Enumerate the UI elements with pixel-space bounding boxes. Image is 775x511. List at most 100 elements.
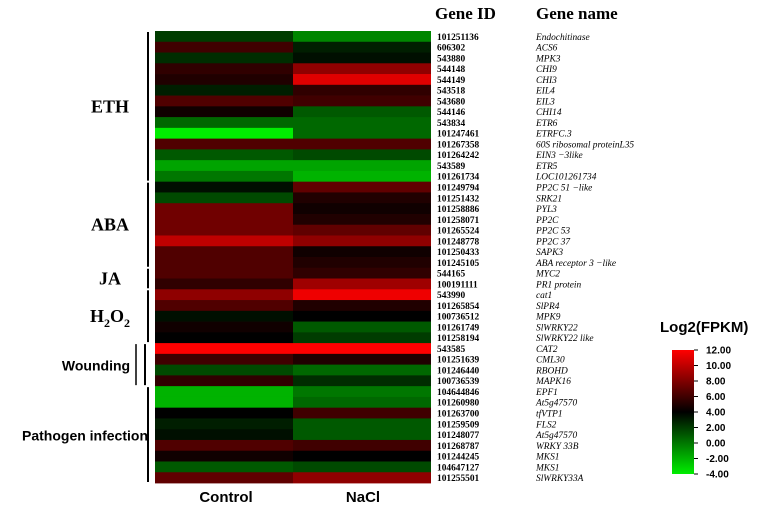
group-label: ETH <box>91 96 129 116</box>
gene-id-label: 543680 <box>437 97 465 107</box>
gene-name-label: EIN3 −3like <box>535 151 583 161</box>
heatmap-cell <box>155 439 293 452</box>
gene-id-label: 543518 <box>437 87 465 97</box>
heatmap-cell <box>293 289 431 301</box>
gene-name-label: PR1 protein <box>535 280 582 290</box>
gene-name-label: ACS6 <box>535 44 558 54</box>
column-label-nacl: NaCl <box>346 489 380 506</box>
gene-id-label: 543990 <box>437 291 465 301</box>
gene-name-label: 60S ribosomal proteinL35 <box>536 140 634 150</box>
heatmap-cell <box>293 213 431 226</box>
heatmap-cell <box>293 246 431 258</box>
heatmap-cell <box>293 192 431 204</box>
heatmap-cell <box>293 396 431 409</box>
legend-tick-label: 10.00 <box>706 361 731 372</box>
heatmap-cell <box>293 278 431 290</box>
gene-name-label: At5g47570 <box>535 399 577 409</box>
heatmap-cell <box>155 192 293 204</box>
heatmap-cell <box>293 160 431 172</box>
heatmap-cell <box>293 74 431 86</box>
gene-id-label: 101251639 <box>437 356 480 366</box>
gene-id-label: 543834 <box>437 119 465 129</box>
heatmap-cell <box>155 267 293 279</box>
legend-tick-label: 0.00 <box>706 439 726 450</box>
heatmap-cell <box>155 235 293 247</box>
heatmap-cell <box>293 310 431 322</box>
heatmap-cell <box>155 386 293 398</box>
gene-id-label: 101250433 <box>437 248 480 258</box>
heatmap-cell <box>155 84 293 96</box>
gene-id-label: 101248077 <box>437 431 480 441</box>
gene-name-label: PP2C <box>535 216 559 226</box>
heatmap-cell <box>293 203 431 215</box>
gene-id-label: 101247461 <box>437 130 480 140</box>
group-separator-lines <box>135 32 149 482</box>
heatmap-cell <box>293 257 431 269</box>
row-labels: 101251136 Endochitinase 606302 ACS6 543880 MP… <box>437 33 634 484</box>
gene-id-label: 101251136 <box>437 33 479 43</box>
legend-tick-label: -2.00 <box>706 454 729 465</box>
heatmap-cell <box>293 300 431 312</box>
gene-id-label: 543585 <box>437 345 465 355</box>
gene-id-label: 101265854 <box>437 302 480 312</box>
gene-id-label: 101263700 <box>437 409 480 419</box>
gene-id-label: 101261734 <box>437 173 480 183</box>
legend-title: Log2(FPKM) <box>660 319 748 336</box>
gene-id-label: 100736512 <box>437 313 480 323</box>
gene-name-label: EPF1 <box>535 388 558 398</box>
heatmap-cell <box>155 289 293 301</box>
heatmap-cell <box>293 461 431 473</box>
heatmap-cell <box>293 149 431 161</box>
heatmap-cell <box>293 429 431 441</box>
legend-ticks: 12.00 10.00 8.00 6.00 4.00 2.00 0.00 -2.00 -4.00 <box>694 346 731 481</box>
gene-name-label: CHI14 <box>536 108 562 118</box>
gene-name-label: At5g47570 <box>535 431 577 441</box>
gene-name-label: ABA receptor 3 −like <box>535 259 616 269</box>
heatmap-cell <box>155 170 293 183</box>
heatmap-cell <box>293 418 431 430</box>
legend-tick-label: 12.00 <box>706 346 731 357</box>
gene-id-label: 101259509 <box>437 420 480 430</box>
gene-name-label: MPK9 <box>535 313 561 323</box>
heatmap-cell <box>155 472 293 484</box>
group-label: Pathogen infection <box>22 428 148 444</box>
gene-name-label: LOC101261734 <box>535 173 597 183</box>
gene-name-label: WRKY 33B <box>536 442 579 452</box>
heatmap-cell <box>155 343 293 355</box>
group-label: Wounding <box>62 358 130 374</box>
gene-id-header: Gene ID <box>435 4 496 23</box>
heatmap-cell <box>293 364 431 376</box>
gene-name-label: PP2C 37 <box>535 237 571 247</box>
gene-name-label: MPK3 <box>535 54 561 64</box>
gene-name-label: SlWRKY22 like <box>536 334 594 344</box>
gene-id-label: 104647127 <box>437 463 480 473</box>
heatmap-cell <box>293 235 431 247</box>
gene-id-label: 101260980 <box>437 399 480 409</box>
heatmap-cell <box>155 450 293 462</box>
gene-name-label: SAPK3 <box>536 248 563 258</box>
heatmap-cell <box>155 149 293 161</box>
gene-name-label: EIL3 <box>535 97 555 107</box>
heatmap-cell <box>155 74 293 86</box>
gene-name-label: Endochitinase <box>535 33 590 43</box>
gene-name-label: MKS1 <box>535 463 559 473</box>
gene-id-label: 101251432 <box>437 194 480 204</box>
heatmap-cell <box>155 429 293 441</box>
group-label: JA <box>99 269 121 289</box>
gene-id-label: 101268787 <box>437 442 480 452</box>
gene-id-label: 606302 <box>437 44 465 54</box>
gene-name-label: ETRFC.3 <box>535 130 572 140</box>
heatmap-cells <box>155 31 431 484</box>
gene-id-label: 101246440 <box>437 366 480 376</box>
gene-id-label: 101258194 <box>437 334 480 344</box>
gene-name-label: PP2C 51 −like <box>535 183 592 193</box>
heatmap-cell <box>293 138 431 150</box>
heatmap-cell <box>155 41 293 53</box>
heatmap-cell <box>293 117 431 129</box>
heatmap-cell <box>293 386 431 398</box>
heatmap-cell <box>155 353 293 366</box>
heatmap-cell <box>155 257 293 269</box>
heatmap-cell <box>155 407 293 419</box>
heatmap-cell <box>155 127 293 140</box>
